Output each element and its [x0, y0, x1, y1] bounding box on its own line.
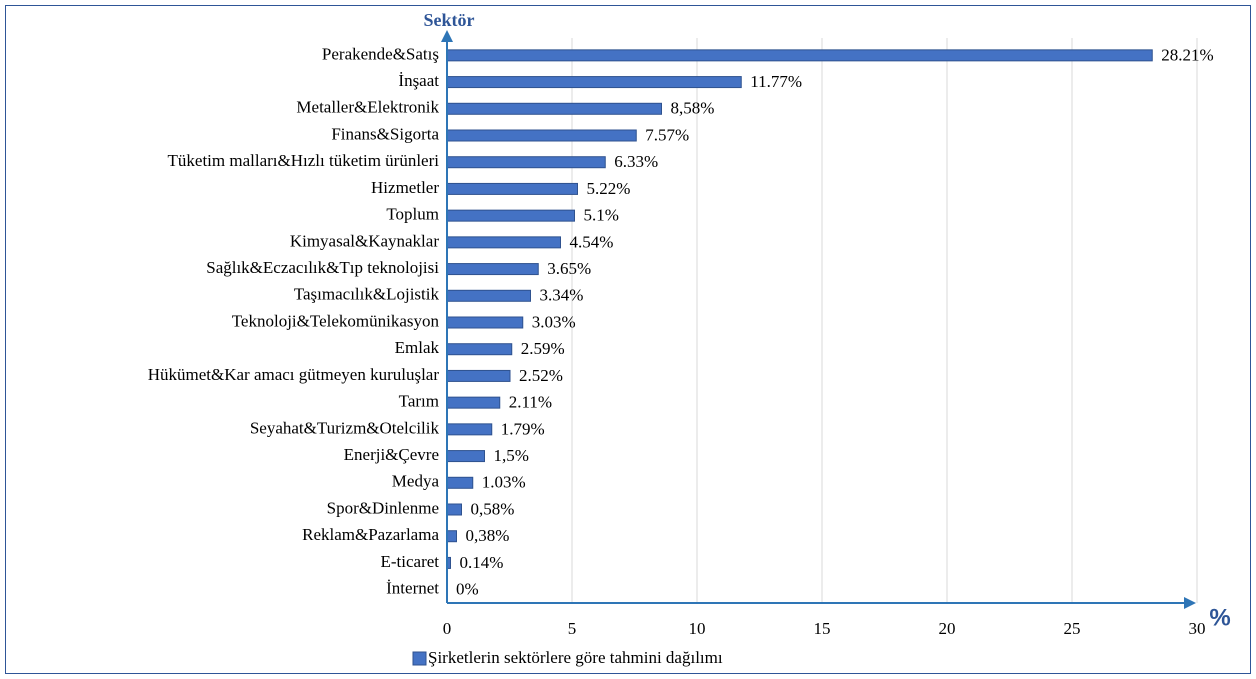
data-label: 1.79% — [501, 419, 545, 438]
y-tick-label: Hükümet&Kar amacı gütmeyen kuruluşlar — [148, 365, 440, 384]
bar — [446, 396, 501, 409]
bar — [446, 129, 637, 142]
bar — [446, 182, 578, 195]
y-tick-label: E-ticaret — [380, 552, 439, 571]
y-tick-label: Toplum — [386, 205, 439, 224]
bar — [446, 450, 485, 463]
data-label: 2.52% — [519, 366, 563, 385]
data-label: 0,58% — [471, 499, 515, 518]
bar — [446, 76, 742, 89]
y-tick-label: Perakende&Satış — [322, 44, 439, 63]
bar — [446, 236, 561, 249]
data-label: 2.11% — [509, 393, 552, 412]
data-label: 0,38% — [466, 526, 510, 545]
data-label: 2.59% — [521, 339, 565, 358]
y-tick-label: Tarım — [399, 392, 439, 411]
bar — [446, 369, 511, 382]
y-axis-arrow — [441, 30, 453, 42]
bar — [446, 423, 493, 436]
y-tick-label: Emlak — [395, 338, 440, 357]
y-tick-label: Taşımacılık&Lojistik — [294, 285, 440, 304]
legend-label: Şirketlerin sektörlere göre tahmini dağı… — [428, 648, 723, 667]
data-label: 5.1% — [584, 206, 619, 225]
bar — [446, 49, 1153, 62]
bar — [446, 263, 539, 276]
data-label: 4.54% — [570, 232, 614, 251]
bar — [446, 289, 531, 302]
data-label: 1.03% — [482, 473, 526, 492]
data-label: 0% — [456, 580, 479, 599]
y-tick-label: Tüketim malları&Hızlı tüketim ürünleri — [168, 151, 440, 170]
y-tick-label: İnşaat — [398, 71, 439, 90]
data-label: 1,5% — [494, 446, 529, 465]
x-tick-label: 25 — [1064, 619, 1081, 638]
data-label: 8,58% — [671, 99, 715, 118]
data-label: 28.21% — [1161, 45, 1213, 64]
data-label: 7.57% — [645, 125, 689, 144]
bar — [446, 209, 575, 222]
data-label: 3.65% — [547, 259, 591, 278]
data-label: 3.34% — [540, 286, 584, 305]
bar — [446, 343, 513, 356]
y-axis-title: Sektör — [424, 10, 475, 30]
bar — [446, 102, 662, 115]
y-tick-label: Metaller&Elektronik — [296, 98, 439, 117]
y-tick-label: Reklam&Pazarlama — [302, 525, 439, 544]
y-tick-label: Sağlık&Eczacılık&Tıp teknolojisi — [206, 258, 439, 277]
x-tick-label: 0 — [443, 619, 452, 638]
data-label: 0.14% — [460, 553, 504, 572]
y-tick-label: Enerji&Çevre — [344, 445, 439, 464]
bar — [446, 156, 606, 169]
x-tick-label: 10 — [689, 619, 706, 638]
x-tick-label: 20 — [939, 619, 956, 638]
data-label: 6.33% — [614, 152, 658, 171]
x-tick-label: 30 — [1189, 619, 1206, 638]
x-tick-label: 5 — [568, 619, 577, 638]
chart-border — [5, 5, 1251, 674]
bar — [446, 316, 524, 329]
x-axis-title: % — [1209, 604, 1230, 631]
y-tick-label: Hizmetler — [371, 178, 439, 197]
data-label: 5.22% — [587, 179, 631, 198]
bar — [446, 476, 474, 489]
legend-swatch — [412, 651, 427, 666]
y-tick-label: Teknoloji&Telekomünikasyon — [232, 311, 440, 330]
y-tick-label: Medya — [392, 472, 440, 491]
y-tick-label: Spor&Dinlenme — [327, 498, 439, 517]
y-tick-label: İnternet — [386, 579, 439, 598]
data-label: 11.77% — [750, 72, 802, 91]
y-tick-label: Finans&Sigorta — [331, 124, 439, 143]
bar — [446, 503, 462, 516]
data-label: 3.03% — [532, 312, 576, 331]
x-axis-arrow — [1184, 597, 1196, 609]
y-tick-label: Kimyasal&Kaynaklar — [290, 231, 440, 250]
x-tick-label: 15 — [814, 619, 831, 638]
y-tick-label: Seyahat&Turizm&Otelcilik — [250, 418, 440, 437]
bar — [446, 530, 457, 543]
